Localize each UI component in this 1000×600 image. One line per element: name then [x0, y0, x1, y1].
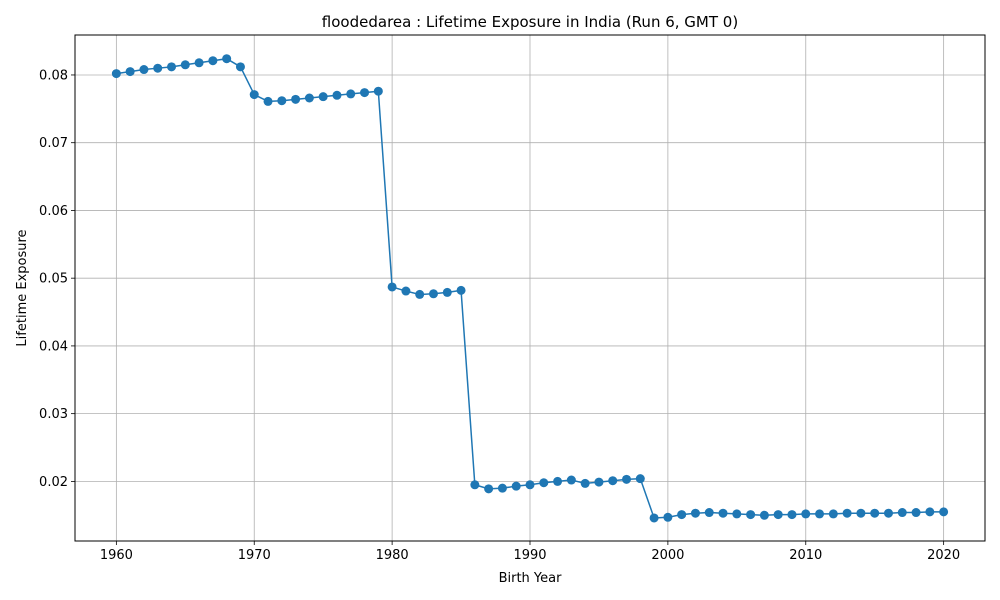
data-point — [139, 65, 149, 75]
y-tick-label: 0.07 — [39, 136, 68, 151]
data-point — [663, 512, 673, 522]
data-point — [346, 89, 356, 99]
x-tick-label: 1970 — [238, 548, 271, 563]
data-point — [304, 93, 314, 103]
data-point — [511, 481, 521, 491]
data-point — [415, 289, 425, 299]
data-point — [111, 69, 121, 79]
data-point — [263, 96, 273, 106]
data-point — [842, 508, 852, 518]
series-layer — [111, 54, 949, 523]
data-point — [677, 510, 687, 520]
y-axis: 0.02 0.03 0.04 0.05 0.06 0.07 0.08 — [39, 68, 75, 490]
data-point — [704, 508, 714, 518]
data-point — [773, 510, 783, 520]
x-tick-label: 2020 — [927, 548, 960, 563]
data-point — [180, 60, 190, 70]
data-point — [235, 62, 245, 72]
data-point — [222, 54, 232, 64]
y-axis-label: Lifetime Exposure — [15, 229, 30, 346]
data-point — [428, 289, 438, 299]
data-point — [456, 285, 466, 295]
data-point — [525, 480, 535, 490]
data-point — [746, 510, 756, 520]
data-point — [387, 282, 397, 292]
data-point — [539, 478, 549, 488]
data-point — [553, 476, 563, 486]
y-tick-label: 0.08 — [39, 68, 68, 83]
y-tick-label: 0.03 — [39, 407, 68, 422]
data-point — [318, 92, 328, 102]
data-point — [442, 287, 452, 297]
y-tick-label: 0.02 — [39, 475, 68, 490]
data-point — [167, 62, 177, 72]
x-axis-label: Birth Year — [499, 571, 563, 586]
data-point — [801, 509, 811, 519]
x-tick-label: 1980 — [376, 548, 409, 563]
chart-title: floodedarea : Lifetime Exposure in India… — [322, 13, 738, 31]
x-tick-label: 2010 — [789, 548, 822, 563]
data-point — [484, 484, 494, 494]
data-point — [759, 510, 769, 520]
data-point — [194, 58, 204, 68]
data-point — [787, 510, 797, 520]
data-point — [153, 63, 163, 73]
data-point — [373, 86, 383, 96]
x-tick-label: 1960 — [100, 548, 133, 563]
data-point — [939, 507, 949, 517]
data-point — [911, 508, 921, 518]
data-point — [332, 90, 342, 100]
data-point — [291, 94, 301, 104]
data-point — [635, 474, 645, 484]
y-tick-label: 0.05 — [39, 272, 68, 287]
y-tick-label: 0.04 — [39, 339, 68, 354]
data-point — [690, 508, 700, 518]
data-point — [870, 508, 880, 518]
data-point — [897, 508, 907, 518]
x-tick-label: 1990 — [513, 548, 546, 563]
data-point — [277, 96, 287, 106]
data-point — [594, 477, 604, 487]
data-point — [883, 508, 893, 518]
data-point — [125, 67, 135, 77]
data-point — [401, 286, 411, 296]
data-point — [732, 509, 742, 519]
data-point — [566, 475, 576, 485]
data-point — [828, 509, 838, 519]
data-point — [470, 480, 480, 490]
data-point — [622, 474, 632, 484]
data-point — [925, 507, 935, 517]
y-tick-label: 0.06 — [39, 204, 68, 219]
data-point — [360, 88, 370, 98]
data-point — [649, 513, 659, 523]
data-point — [208, 56, 218, 66]
x-axis: 1960 1970 1980 1990 2000 2010 2020 — [100, 541, 960, 563]
data-point — [249, 90, 259, 100]
data-point — [815, 509, 825, 519]
grid — [75, 35, 985, 541]
data-point — [580, 478, 590, 488]
data-point — [856, 508, 866, 518]
x-tick-label: 2000 — [651, 548, 684, 563]
data-point — [497, 483, 507, 493]
data-point — [718, 508, 728, 518]
data-point — [608, 476, 618, 486]
